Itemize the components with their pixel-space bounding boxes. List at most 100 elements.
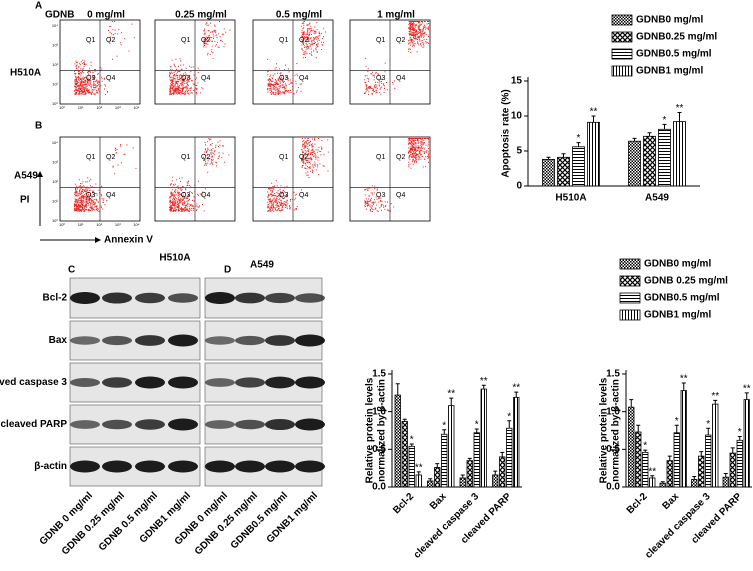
x-tick-label: H510A	[555, 193, 586, 204]
axis-label: Annexin V	[104, 235, 153, 246]
blot-band	[168, 460, 198, 473]
error-bar	[730, 447, 735, 454]
quadrant-label: Q1	[181, 37, 190, 44]
error-bar	[500, 451, 505, 457]
quadrant-label: Q3	[376, 192, 385, 199]
legend-swatch	[619, 309, 641, 321]
bar	[643, 135, 656, 187]
bar	[408, 445, 415, 488]
blot-band	[235, 377, 265, 388]
legend-swatch	[619, 258, 641, 270]
blot-band	[295, 418, 325, 431]
bar	[542, 158, 555, 187]
y-axis-label: Apoptosis rate (%)	[501, 89, 512, 177]
error-bar	[667, 455, 672, 461]
bar	[499, 456, 506, 488]
protein-label: cleaved caspase 3	[0, 377, 67, 388]
quadrant-label: Q4	[396, 75, 405, 82]
lane-label: GDNB 0.25 mg/ml	[60, 490, 127, 557]
y-tick-label: 0.0	[606, 482, 620, 493]
quadrant-label: Q1	[181, 154, 190, 161]
legend-label: GDNB0.5 mg/ml	[644, 293, 720, 304]
bar	[722, 476, 729, 488]
blot-band	[265, 418, 295, 431]
legend-label: GDNB0 mg/ml	[636, 15, 703, 26]
lane-label: GDNB 0.5 mg/ml	[97, 490, 160, 553]
bar	[658, 128, 671, 187]
blot-band	[135, 419, 165, 430]
significance: **	[743, 383, 751, 394]
flow-dots	[364, 21, 429, 95]
significance: *	[442, 420, 446, 431]
error-bar	[435, 463, 440, 468]
error-bar	[699, 451, 704, 457]
dose-label: 1 mg/ml	[377, 10, 415, 21]
error-bar	[650, 475, 655, 478]
error-bar	[561, 153, 566, 158]
blot-band	[265, 376, 295, 389]
blot-band	[265, 335, 295, 346]
blot-band	[168, 418, 198, 431]
error-bar	[692, 475, 697, 480]
blot-band	[295, 293, 325, 303]
legend-swatch	[611, 31, 633, 43]
bar	[642, 451, 649, 488]
flow-tick: 10³	[52, 159, 58, 164]
legend-label: GDNB1 mg/ml	[644, 310, 711, 321]
flow-tick: 10³	[115, 222, 121, 227]
blot-band	[168, 376, 198, 389]
error-bar	[647, 132, 652, 137]
flow-dots	[267, 21, 327, 95]
legend-swatch	[611, 14, 633, 26]
blot-band	[205, 292, 235, 304]
row-label: A549	[14, 171, 38, 182]
significance: **	[512, 383, 520, 394]
legend-swatch	[611, 65, 633, 77]
blot-band	[102, 460, 132, 473]
quadrant-label: Q1	[279, 154, 288, 161]
blot-band	[135, 376, 165, 389]
dose-label: 0.5 mg/ml	[276, 10, 322, 21]
flow-header: GDNB	[45, 10, 74, 21]
flow-dots	[267, 138, 329, 212]
flow-tick: 10⁰	[59, 105, 65, 110]
significance: **	[676, 103, 684, 114]
legend-label: GDNB0.25 mg/ml	[636, 32, 717, 43]
error-bar	[737, 436, 742, 441]
quadrant-label: Q3	[181, 75, 190, 82]
significance: **	[680, 374, 688, 385]
y-tick-label: 1.0	[606, 406, 620, 417]
significance: *	[675, 416, 679, 427]
error-bar	[409, 443, 414, 447]
bar	[691, 479, 698, 488]
quadrant-label: Q2	[299, 154, 308, 161]
error-bar	[481, 384, 486, 390]
flow-tick: 10¹	[78, 222, 84, 227]
x-tick-label: Bax	[660, 491, 681, 512]
y-axis-label: Relative protein levels	[365, 377, 376, 483]
quadrant-label: Q1	[86, 154, 95, 161]
quadrant-label: Q2	[396, 37, 405, 44]
quadrant-label: Q2	[106, 154, 115, 161]
error-bar	[507, 420, 512, 429]
error-bar	[428, 478, 433, 481]
legend-label: GDNB0 mg/ml	[644, 259, 711, 270]
blot-title: H510A	[159, 253, 190, 264]
significance: *	[663, 115, 667, 126]
bar	[415, 474, 422, 488]
blot-title: A549	[250, 260, 274, 271]
blot-band	[168, 334, 198, 347]
quadrant-label: Q4	[201, 192, 210, 199]
blot-band	[102, 292, 132, 304]
flow-dots	[74, 21, 135, 95]
error-bar	[546, 156, 551, 160]
quadrant-label: Q4	[201, 75, 210, 82]
flow-tick: 10¹	[52, 82, 58, 87]
error-bar	[402, 418, 407, 422]
x-tick-label: Bcl-2	[625, 491, 650, 516]
row-label: H510A	[10, 68, 41, 79]
flow-tick: 10¹	[52, 199, 58, 204]
protein-label: Bcl-2	[43, 293, 68, 304]
blot-band	[205, 336, 235, 345]
bar	[743, 399, 750, 488]
